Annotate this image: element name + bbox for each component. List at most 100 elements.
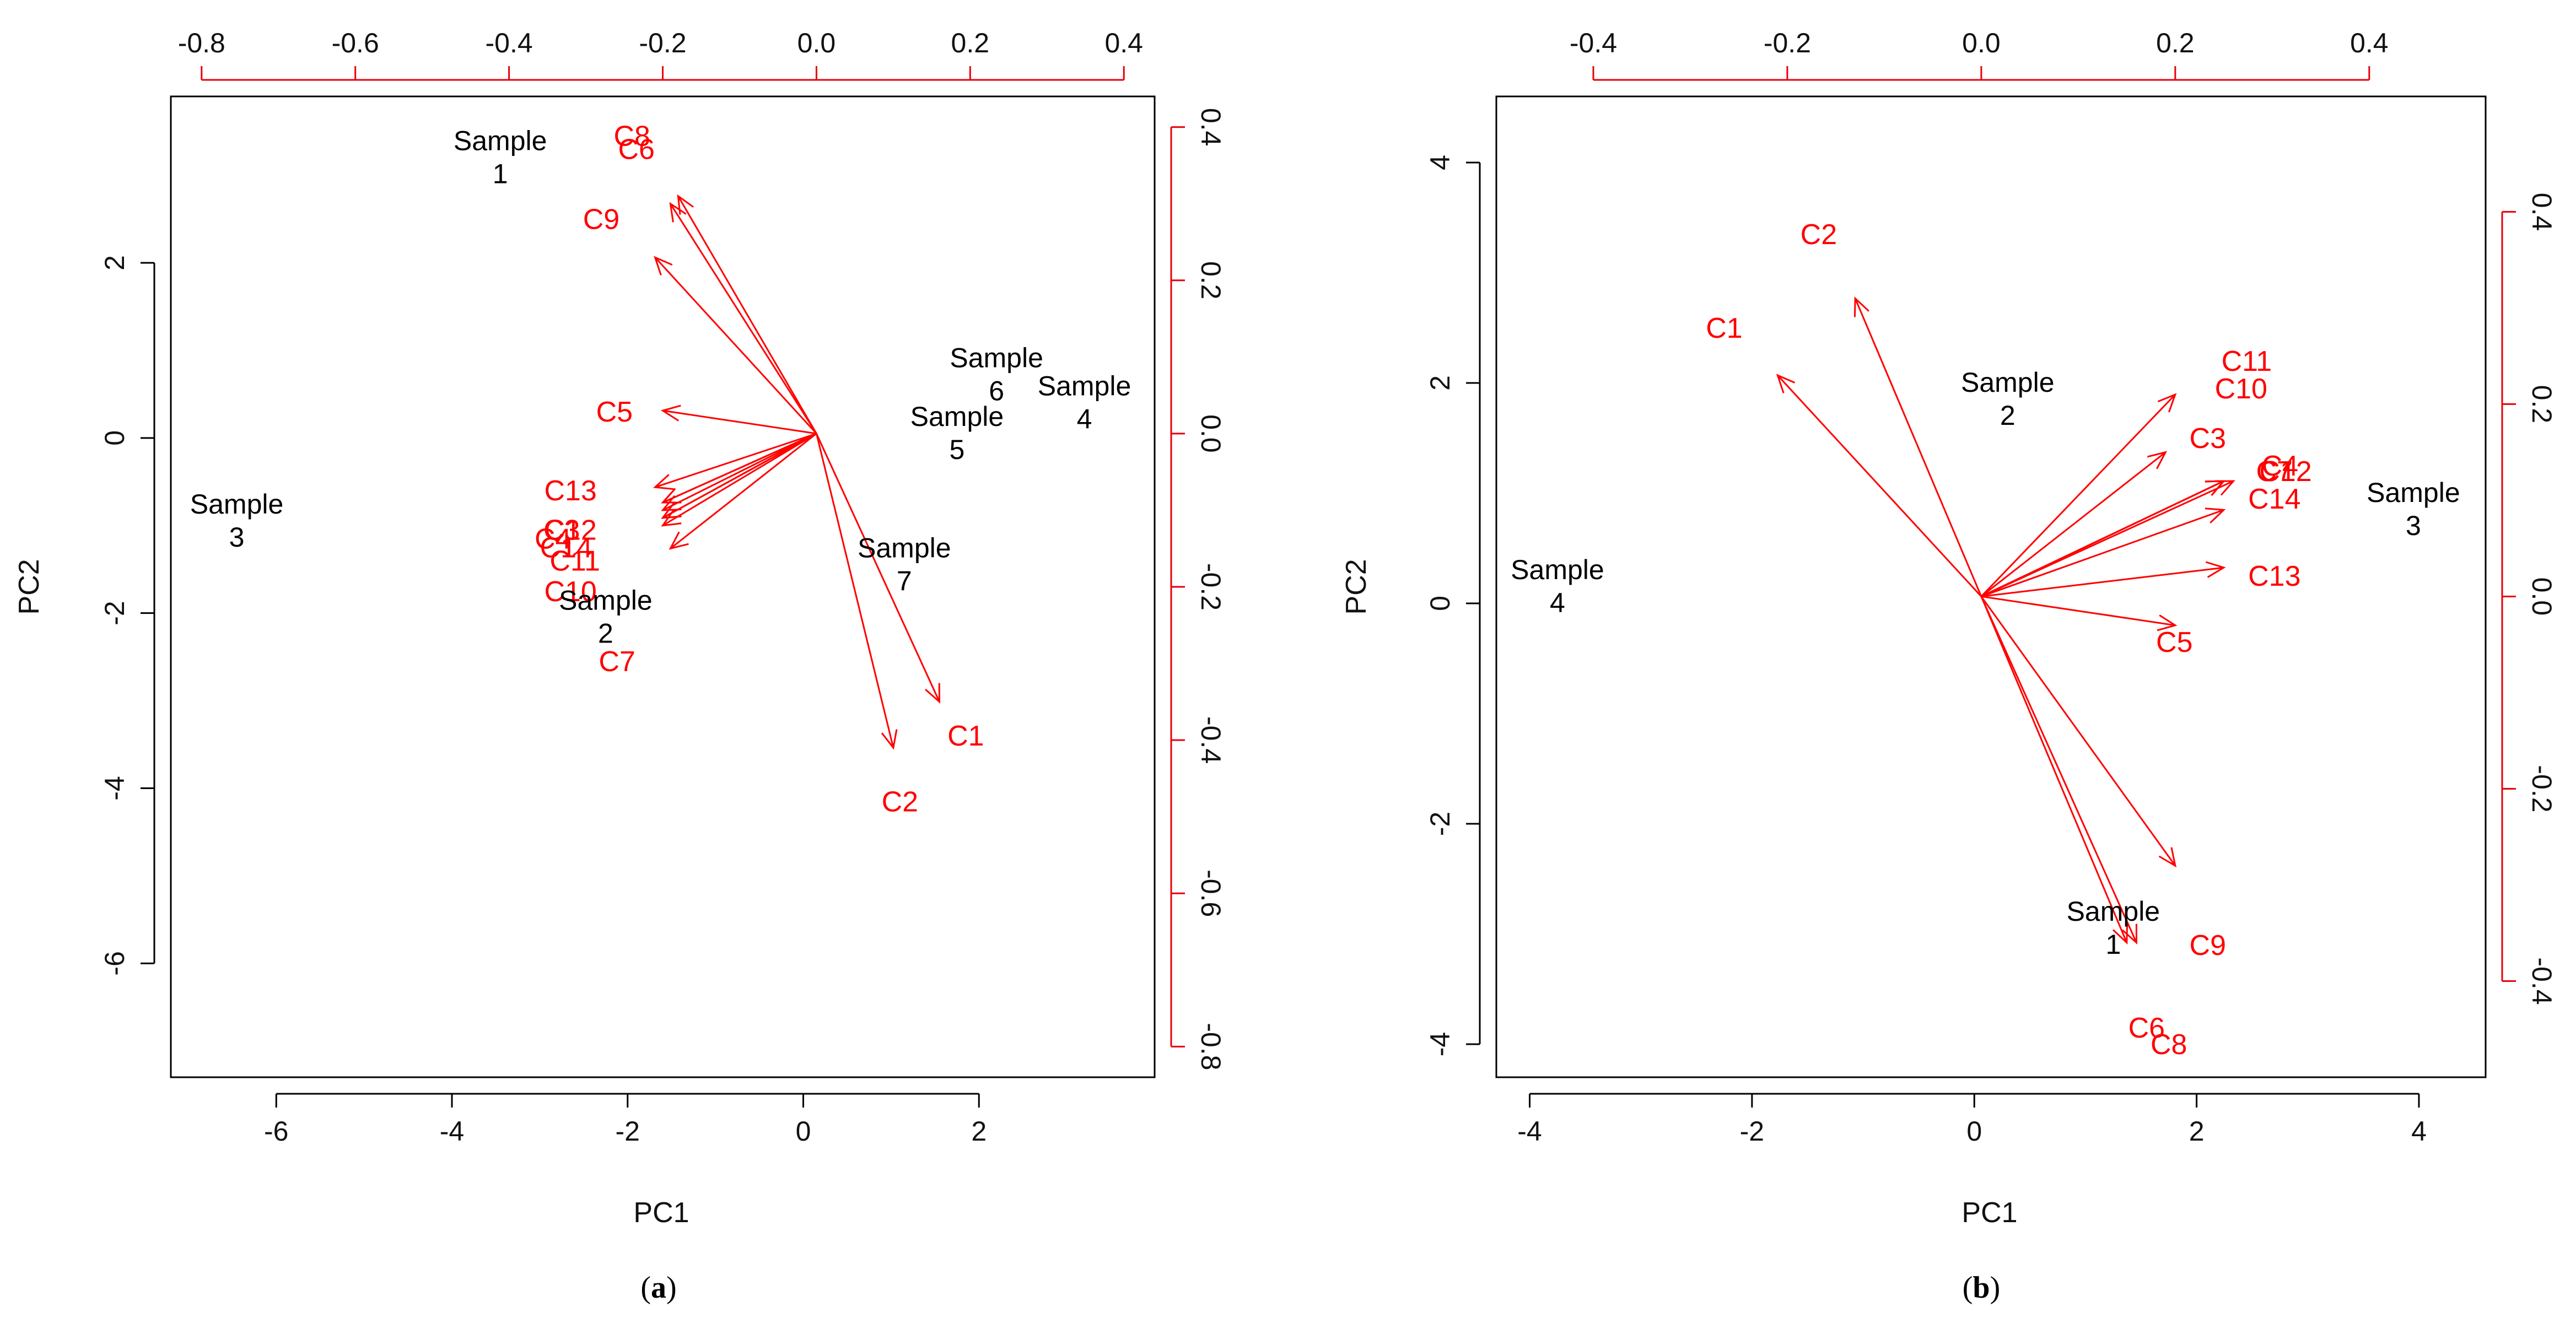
biplot-panel-a: -6 -4 -2 0 2 -6 -4 -2 0 2 -0.8 -0.6 -0.4 -0.2 0.0 0.2 0.… <box>13 28 1226 1305</box>
bottom-tick-label: 2 <box>2189 1116 2205 1147</box>
arrow-head-c8 <box>2112 924 2128 945</box>
sample-label-line2: 1 <box>493 158 508 189</box>
top-tick-label: 0.4 <box>2350 28 2389 58</box>
variable-label-c7: C7 <box>2256 456 2293 488</box>
left-tick-label: 0 <box>99 430 130 446</box>
right-tick-label: -0.4 <box>1195 716 1226 764</box>
sample-label-line2: 4 <box>1550 587 1565 618</box>
variable-label-c2: C2 <box>882 786 918 818</box>
variable-label-c5: C5 <box>2156 627 2192 658</box>
top-tick-label: -0.4 <box>486 28 533 58</box>
sample-label-line2: 7 <box>897 565 912 596</box>
right-tick-label: 0.2 <box>1195 261 1226 300</box>
left-tick-label: 4 <box>1425 155 1456 170</box>
sample-label-line1: Sample <box>1961 367 2055 398</box>
y-axis-title: PC2 <box>13 559 45 614</box>
arrow-head-c11 <box>2157 393 2177 413</box>
sample-label-line1: Sample <box>559 585 653 616</box>
variable-label-c12: C12 <box>2259 456 2311 488</box>
arrow-head-c2 <box>1853 296 1870 317</box>
left-tick-label: 2 <box>99 255 130 271</box>
variable-label-c3: C3 <box>543 515 580 547</box>
variable-label-c4: C4 <box>2262 450 2298 482</box>
loading-arrow-c14 <box>1981 509 2224 597</box>
loading-arrow-c3 <box>1980 451 2167 597</box>
sample-label-line2: 3 <box>229 522 245 553</box>
loading-arrow-c9 <box>1980 596 2176 866</box>
arrow-head-c5 <box>660 404 681 422</box>
top-tick-label: 0.4 <box>1104 28 1143 58</box>
variable-label-c11: C11 <box>2222 345 2272 377</box>
bottom-tick-label: 0 <box>796 1116 811 1147</box>
sample-label-line2: 2 <box>2000 400 2015 431</box>
sample-label-line2: 4 <box>1077 403 1092 434</box>
loading-arrow-c4 <box>662 433 817 511</box>
arrow-head-c9 <box>2158 847 2177 868</box>
variable-label-c14: C14 <box>540 532 592 564</box>
loading-arrow-c8 <box>1980 596 2128 943</box>
sample-label-line2: 5 <box>950 434 965 465</box>
loading-arrow-c2 <box>815 433 894 748</box>
bottom-tick-label: -2 <box>616 1116 640 1147</box>
variable-label-c4: C4 <box>535 523 571 555</box>
left-tick-label: -4 <box>99 776 130 800</box>
loading-arrow-c12 <box>662 433 817 504</box>
loading-arrow-c2 <box>1854 298 1982 597</box>
variable-label-c12: C12 <box>544 515 596 547</box>
right-tick-label: -0.2 <box>2526 765 2557 812</box>
x-axis-title: PC1 <box>633 1197 689 1229</box>
arrow-head-c14 <box>661 502 682 519</box>
sample-label-line1: Sample <box>190 489 284 520</box>
caption-close-paren: ) <box>1990 1271 2001 1305</box>
variable-label-c3: C3 <box>2190 423 2226 455</box>
variable-label-c13: C13 <box>2248 560 2300 592</box>
arrow-head-c1 <box>924 683 941 704</box>
left-tick-label: 2 <box>1425 375 1456 391</box>
loading-arrow-c12 <box>1981 480 2224 597</box>
bottom-tick-label: 4 <box>2411 1116 2427 1147</box>
sample-label-line1: Sample <box>454 125 547 156</box>
arrow-head-c2 <box>881 729 898 750</box>
left-tick-label: -4 <box>1425 1032 1456 1056</box>
top-tick-label: -0.6 <box>332 28 379 58</box>
bottom-tick-label: -4 <box>1517 1116 1542 1147</box>
variable-label-c10: C10 <box>544 576 596 608</box>
biplot-panel-b: -4 -2 0 2 4 -4 -2 0 2 4 -0.4 -0.2 0.0 0.2 0.4 -0.4 -0.2 0… <box>1340 28 2557 1305</box>
arrow-head-c12 <box>661 488 682 504</box>
variable-label-c8: C8 <box>613 121 650 153</box>
sample-label-line2: 1 <box>2105 929 2121 960</box>
sample-label-line1: Sample <box>858 532 951 563</box>
top-tick-label: 0.2 <box>951 28 990 58</box>
variable-label-c14: C14 <box>2248 483 2300 515</box>
caption-open-paren: ( <box>1963 1271 1973 1305</box>
loading-arrow-c5 <box>1981 595 2176 627</box>
arrow-head-c13 <box>2205 561 2226 578</box>
loading-arrow-c1 <box>816 433 940 703</box>
variable-label-c1: C1 <box>947 720 984 752</box>
variable-label-c1: C1 <box>1706 312 1742 344</box>
loading-arrow-c11 <box>1980 393 2176 597</box>
sample-label-line1: Sample <box>950 342 1043 373</box>
top-tick-label: -0.2 <box>639 28 686 58</box>
plot-frame <box>170 95 1156 1078</box>
arrow-head-c11 <box>661 510 682 527</box>
loading-arrow-c9 <box>654 257 817 434</box>
right-tick-label: -0.6 <box>1195 870 1226 917</box>
plot-frame <box>1495 95 2487 1078</box>
arrow-head-c12 <box>2205 480 2226 496</box>
bottom-tick-label: -6 <box>264 1116 288 1147</box>
top-tick-label: -0.4 <box>1570 28 1617 58</box>
sample-label-line1: Sample <box>1511 554 1604 585</box>
bottom-tick-label: 2 <box>971 1116 987 1147</box>
left-tick-label: -2 <box>1425 812 1456 836</box>
variable-label-c10: C10 <box>2215 373 2267 405</box>
variable-label-c11: C11 <box>549 545 600 577</box>
left-tick-label: -6 <box>99 951 130 975</box>
loading-arrow-c7 <box>670 433 817 549</box>
sample-label-line1: Sample <box>2067 896 2160 927</box>
sample-label-line1: Sample <box>910 401 1004 432</box>
loading-arrow-c8 <box>677 196 817 434</box>
sample-label-line1: Sample <box>2367 477 2460 508</box>
arrow-head-c8 <box>677 194 694 215</box>
